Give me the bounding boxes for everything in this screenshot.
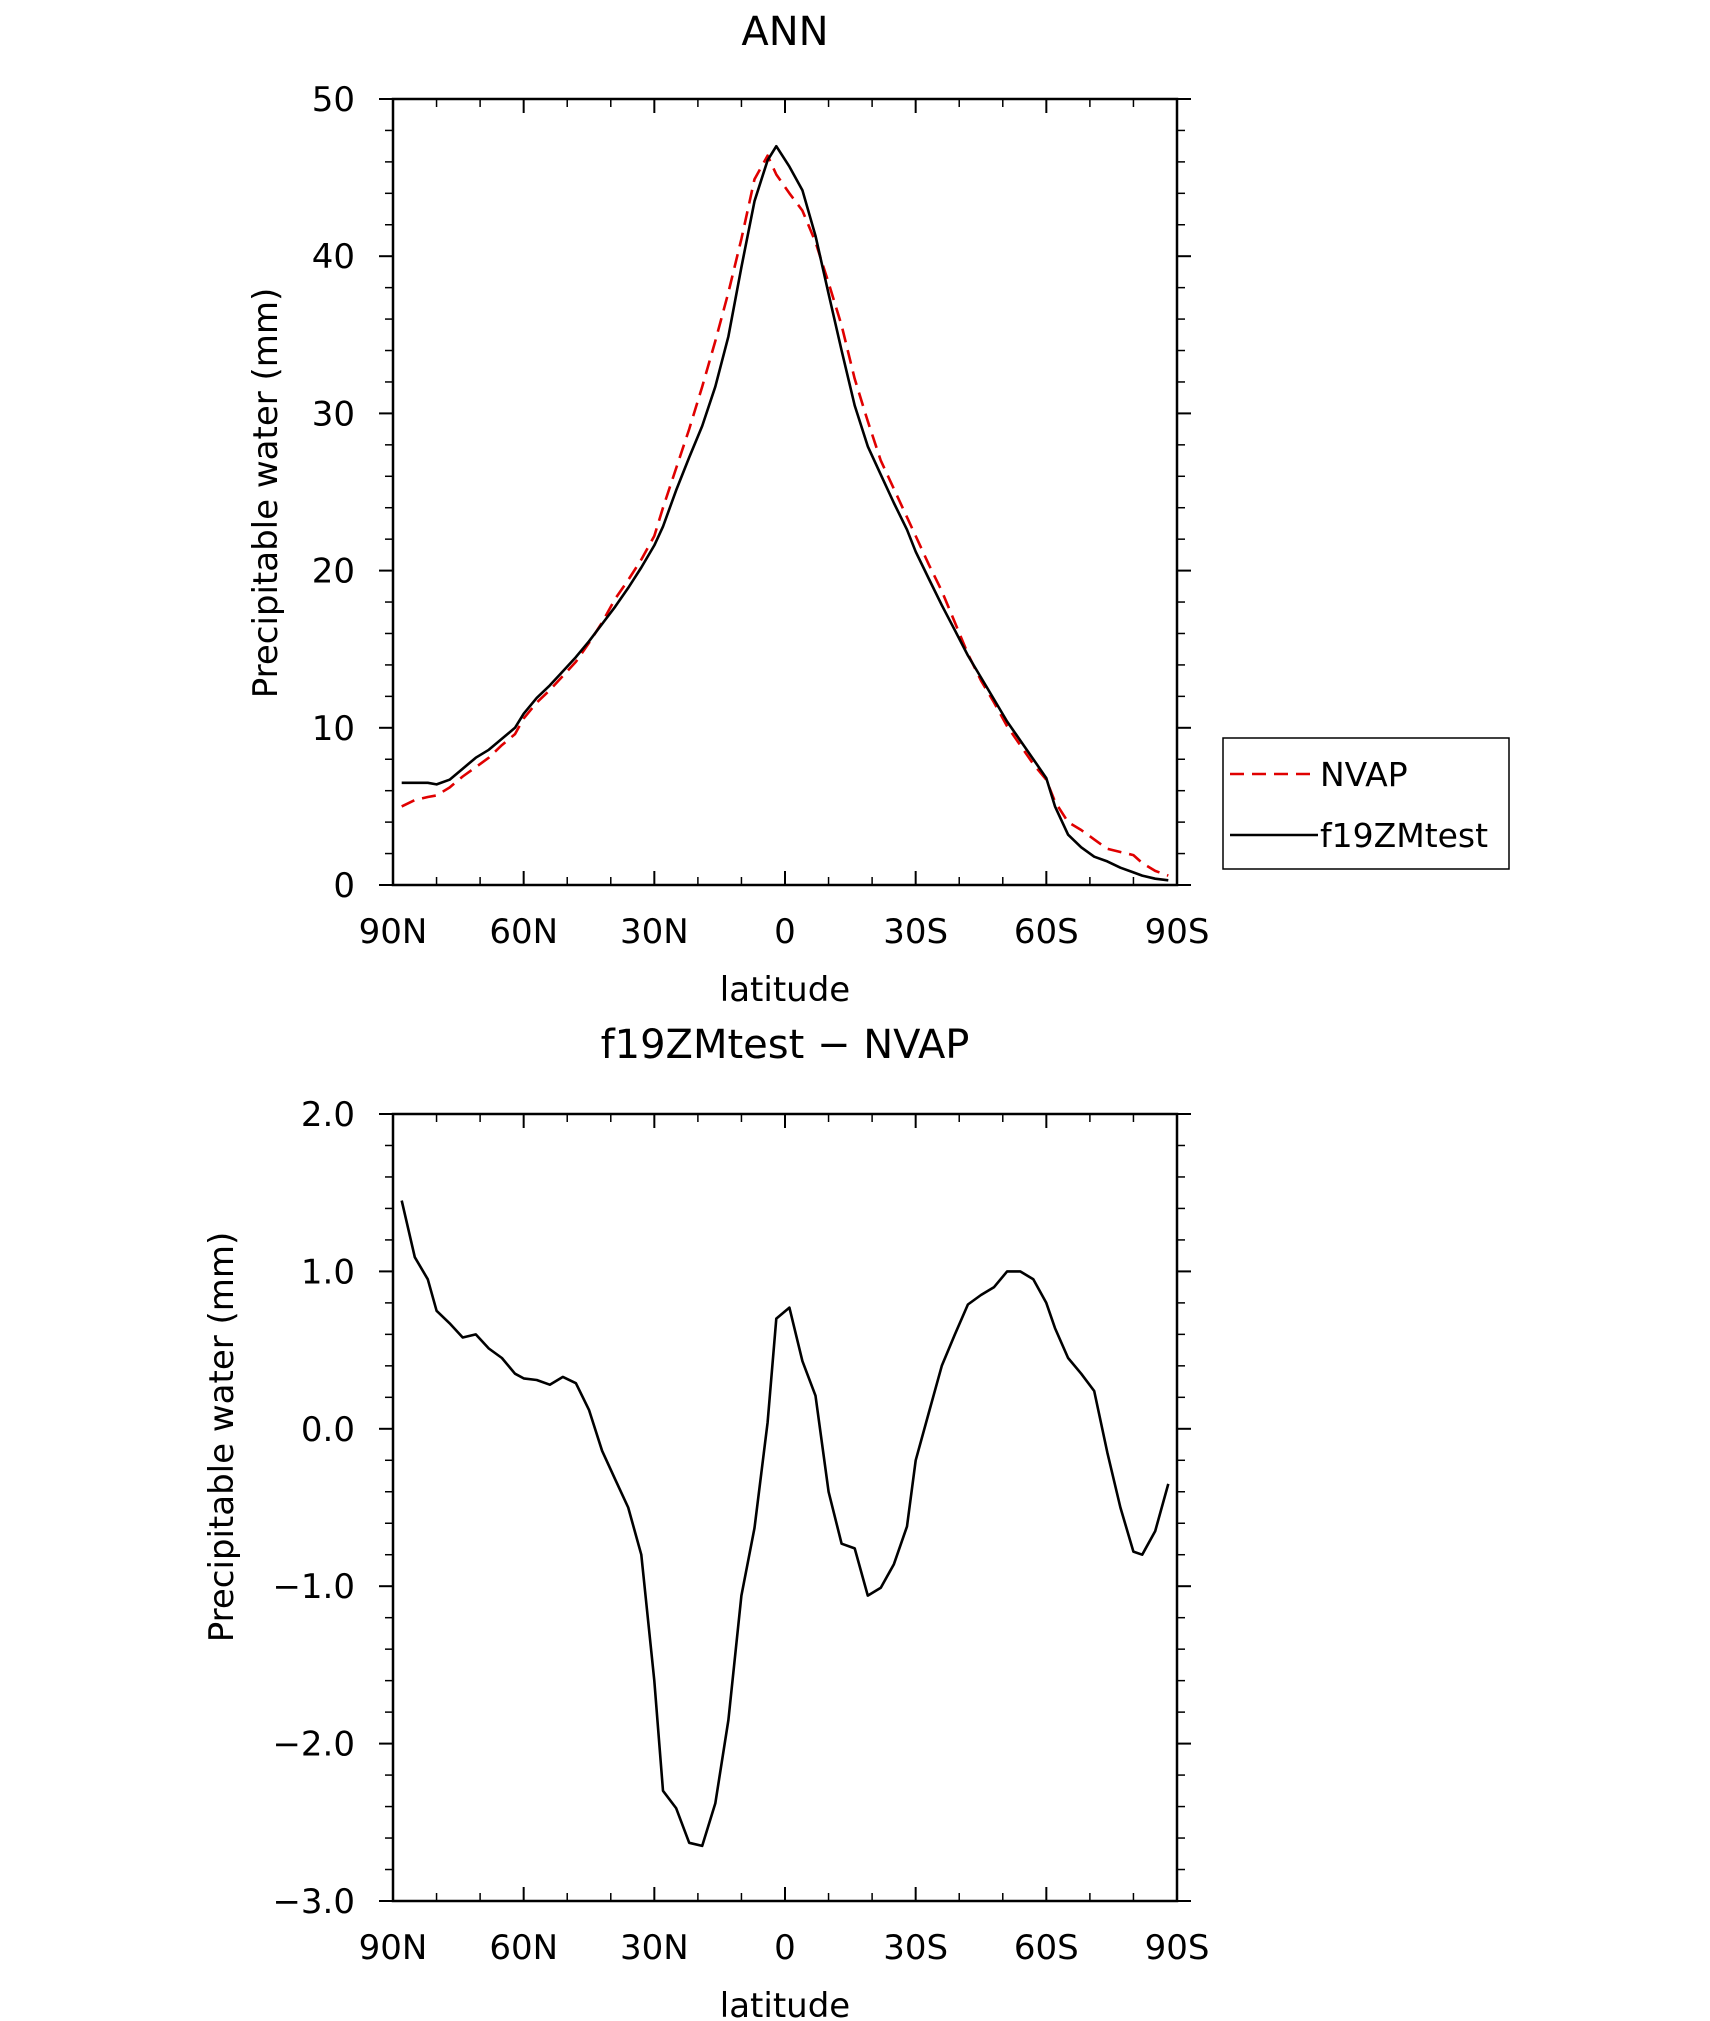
x-axis-label: latitude [720, 1986, 850, 2021]
legend-label-f19zmtest: f19ZMtest [1320, 816, 1488, 855]
plot-area: 90N 60N 30N 0 30S 60S 90S −3.0 −2.0 −1.0 0.0 1.0 2.0 [272, 1095, 1209, 1968]
x-tick-label: 30N [620, 912, 689, 952]
x-tick-label: 0 [774, 912, 796, 952]
y-tick-label: −3.0 [272, 1882, 355, 1922]
y-tick-label: 2.0 [301, 1095, 355, 1135]
plot-frame [391, 97, 1179, 887]
x-tick-label: 60S [1014, 1928, 1079, 1968]
plot-area: 90N 60N 30N 0 30S 60S 90S 0 10 20 30 40 50 [312, 80, 1210, 952]
y-axis-label: Precipitable water (mm) [202, 1232, 242, 1643]
plot-frame [391, 1112, 1179, 1903]
y-tick-label: 10 [312, 709, 355, 749]
x-tick-label: 60S [1014, 912, 1079, 952]
series-line-nvap [401, 154, 1169, 877]
y-tick-label: 40 [312, 237, 355, 277]
y-tick-label: 20 [312, 552, 355, 592]
x-tick-label: 30S [883, 1928, 948, 1968]
chart-title: f19ZMtest − NVAP [601, 1022, 970, 1068]
x-tick-label: 30N [620, 1928, 689, 1968]
series-line-f19zmtest [401, 144, 1169, 882]
y-tick-label: 30 [312, 394, 355, 434]
legend-box [1222, 737, 1510, 870]
x-tick-label: 90N [359, 1928, 428, 1968]
y-tick-label: −1.0 [272, 1567, 355, 1607]
top-panel: ANN 90N 60N 30N 0 30S 60S 90S 0 10 20 30 40 50 latit… [246, 9, 1510, 1010]
y-tick-label: 0 [333, 866, 355, 906]
x-tick-label: 30S [883, 912, 948, 952]
bottom-panel: f19ZMtest − NVAP 90N 60N 30N 0 30S 60S 90S −3.0… [202, 1022, 1209, 2021]
series-line-difference [400, 1200, 1170, 1848]
x-tick-label: 90S [1145, 1928, 1210, 1968]
x-tick-label: 90S [1145, 912, 1210, 952]
y-tick-label: 1.0 [301, 1252, 355, 1292]
y-tick-label: 0.0 [301, 1410, 355, 1450]
legend-label-nvap: NVAP [1320, 755, 1408, 794]
x-tick-label: 60N [489, 1928, 558, 1968]
x-tick-label: 90N [359, 912, 428, 952]
x-axis-label: latitude [720, 970, 850, 1010]
x-tick-label: 60N [489, 912, 558, 952]
y-tick-label: 50 [312, 80, 355, 120]
chart-title: ANN [741, 9, 828, 55]
y-axis-label: Precipitable water (mm) [246, 288, 286, 699]
legend: NVAP f19ZMtest [1222, 737, 1510, 870]
y-tick-label: −2.0 [272, 1725, 355, 1765]
x-tick-label: 0 [774, 1928, 796, 1968]
